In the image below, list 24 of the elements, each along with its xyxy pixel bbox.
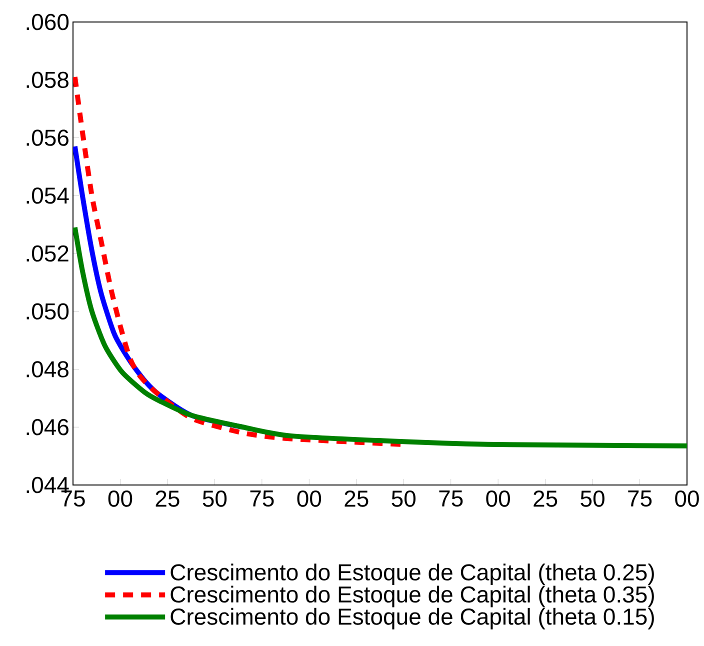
x-tick-label: 00 <box>675 490 699 507</box>
y-tick-label: .048 <box>26 361 68 378</box>
x-tick-label: 00 <box>108 490 132 507</box>
x-tick-label: 25 <box>344 490 368 507</box>
x-tick-label: 00 <box>297 490 322 507</box>
x-tick-label: 50 <box>202 490 227 507</box>
y-tick-label: .046 <box>26 418 68 436</box>
y-tick-label: .058 <box>26 72 68 88</box>
legend-label: Crescimento do Estoque de Capital (theta 0.15) <box>170 608 654 630</box>
y-tick-label: .052 <box>26 245 68 262</box>
x-tick-label: 75 <box>439 490 463 507</box>
x-tick-label: 00 <box>486 490 510 507</box>
legend-label: Crescimento do Estoque de Capital (theta 0.35) <box>170 586 654 608</box>
x-tick-label: 25 <box>534 490 558 507</box>
y-tick-label: .060 <box>26 14 69 30</box>
x-tick-label: 75 <box>250 490 274 507</box>
x-tick-label: 50 <box>392 490 416 507</box>
x-tick-label: 25 <box>156 490 180 507</box>
x-tick-label: 50 <box>580 490 604 507</box>
x-tick-label: 75 <box>628 490 652 507</box>
y-tick-label: .056 <box>26 130 68 146</box>
y-tick-label: .050 <box>26 303 69 320</box>
legend-label: Crescimento do Estoque de Capital (theta 0.25) <box>170 564 654 586</box>
y-tick-label: .054 <box>26 187 69 204</box>
